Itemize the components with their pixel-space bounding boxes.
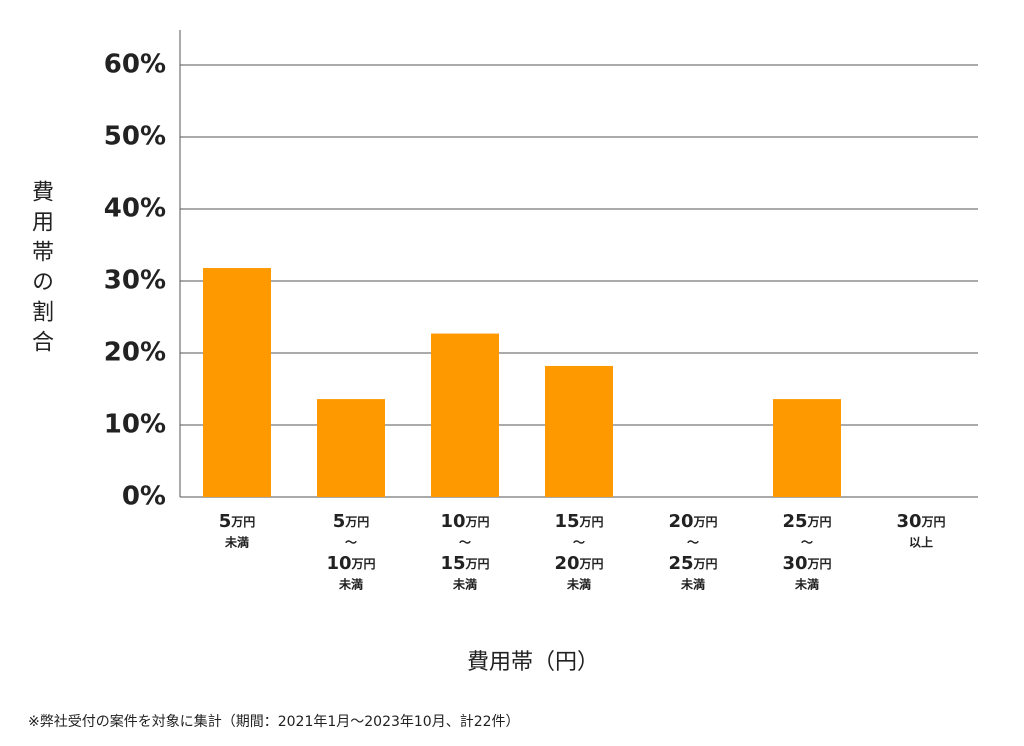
x-tick-label: 15万円	[440, 553, 489, 574]
x-tick-label: ～	[687, 536, 699, 550]
footnote: ※弊社受付の案件を対象に集計（期間：2021年1月～2023年10月、計22件）	[28, 713, 520, 730]
x-tick-label: 20万円	[668, 511, 717, 532]
bar	[773, 399, 841, 497]
bar	[317, 399, 385, 497]
y-tick-label: 20%	[104, 338, 166, 368]
x-tick-label: 未満	[794, 577, 819, 592]
x-tick-label: 25万円	[668, 553, 717, 574]
x-tick-label: 5万円	[219, 511, 256, 532]
x-tick-label: 未満	[566, 577, 591, 592]
x-tick-label: 10万円	[326, 553, 375, 574]
x-tick-label: 未満	[224, 535, 249, 550]
y-tick-label: 60%	[104, 50, 166, 80]
x-tick-label: 25万円	[782, 511, 831, 532]
x-tick-label: 以上	[909, 535, 933, 550]
y-tick-label: 10%	[104, 410, 166, 440]
x-tick-label: ～	[345, 536, 357, 550]
y-tick-label: 50%	[104, 122, 166, 152]
y-tick-label: 40%	[104, 194, 166, 224]
bar	[545, 365, 613, 497]
x-tick-label: ～	[459, 536, 471, 550]
y-axis-label: 費用帯の割合	[28, 180, 54, 360]
x-tick-label: 30万円	[782, 553, 831, 574]
x-tick-label: 10万円	[440, 511, 489, 532]
x-tick-label: 5万円	[333, 511, 370, 532]
x-axis-label: 費用帯（円）	[467, 650, 599, 675]
x-tick-label: 20万円	[554, 553, 603, 574]
bar	[431, 333, 499, 497]
x-tick-label: 未満	[680, 577, 705, 592]
bar	[203, 268, 271, 497]
x-tick-label: 未満	[338, 577, 363, 592]
x-tick-label: 30万円	[896, 511, 945, 532]
x-tick-label: ～	[573, 536, 585, 550]
x-tick-label: ～	[801, 536, 813, 550]
y-tick-label: 30%	[104, 266, 166, 296]
x-tick-label: 15万円	[554, 511, 603, 532]
y-tick-label: 0%	[122, 482, 166, 512]
x-tick-label: 未満	[452, 577, 477, 592]
